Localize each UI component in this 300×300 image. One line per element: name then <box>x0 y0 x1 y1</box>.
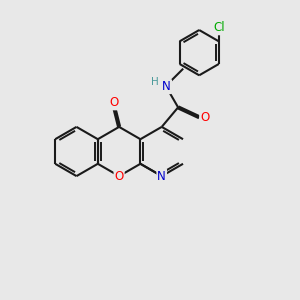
Text: O: O <box>109 96 118 110</box>
Text: Cl: Cl <box>213 21 225 34</box>
Text: H: H <box>151 77 158 88</box>
Text: O: O <box>200 111 209 124</box>
Text: N: N <box>157 169 166 183</box>
Text: N: N <box>162 80 171 93</box>
Text: O: O <box>115 169 124 183</box>
